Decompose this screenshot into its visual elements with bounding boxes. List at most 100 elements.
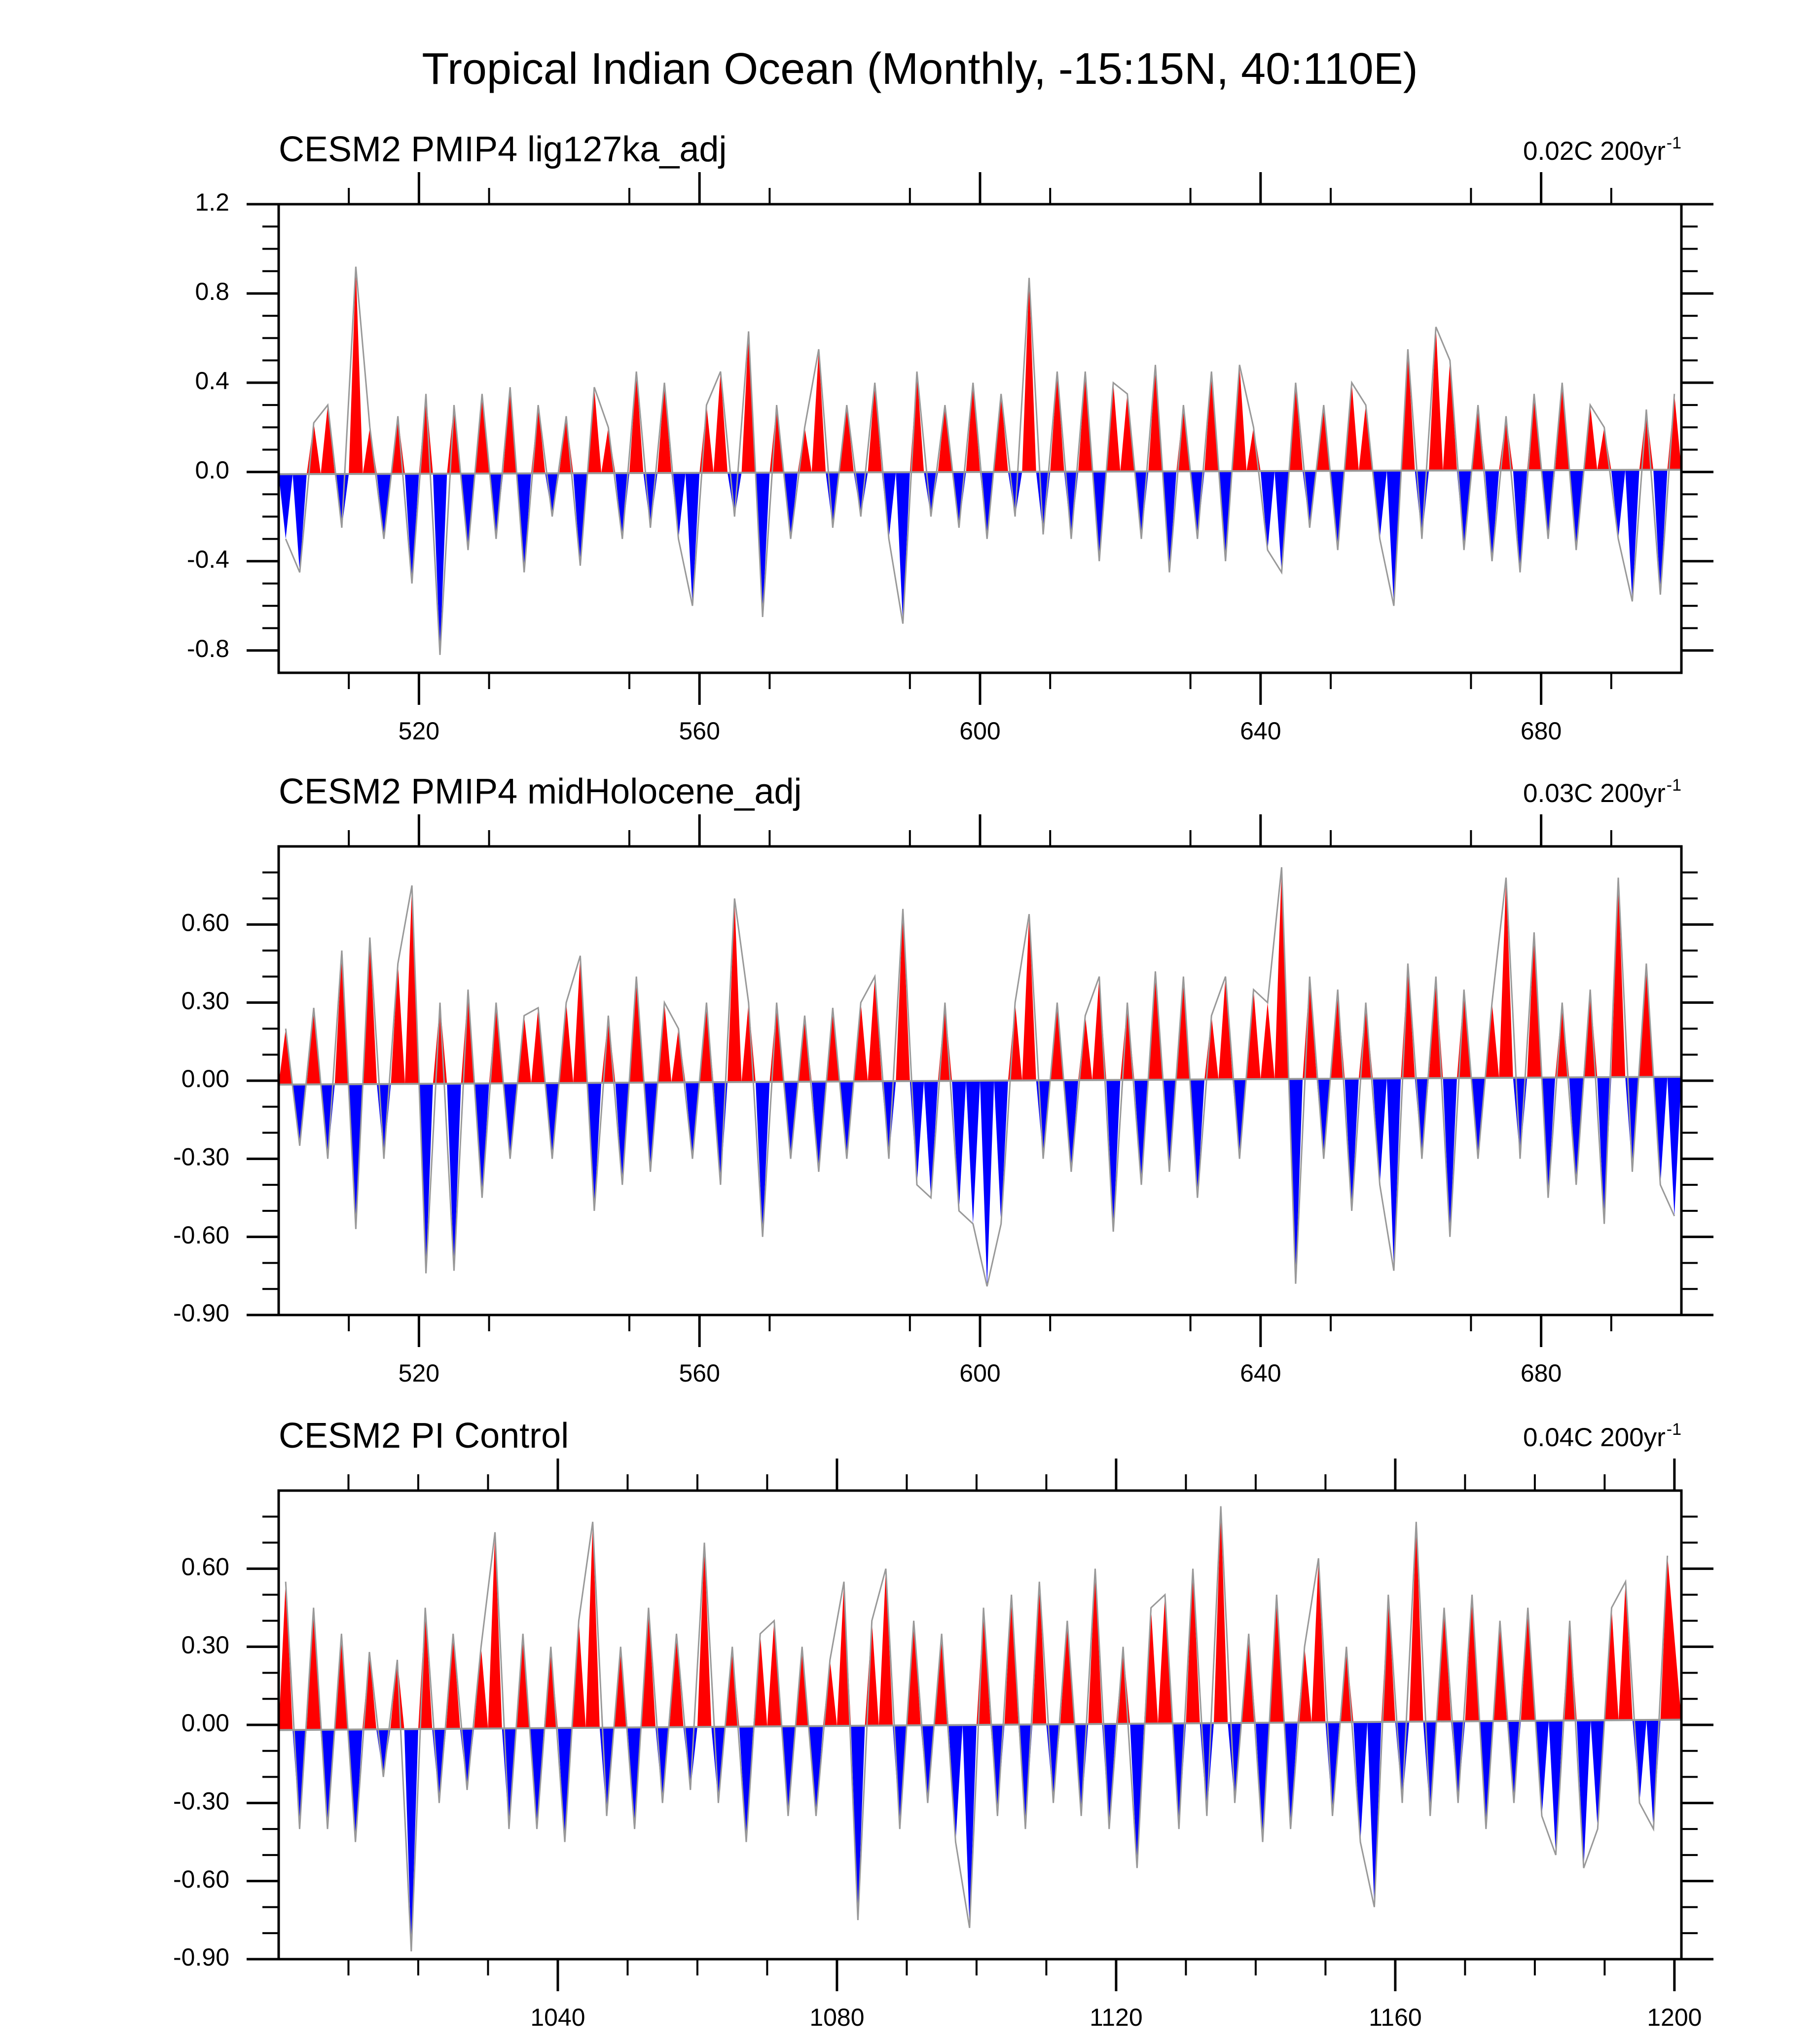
y-tick-label: -0.90: [173, 1299, 229, 1327]
anomaly-spike: [948, 1725, 963, 1842]
anomaly-spike: [1479, 1721, 1493, 1829]
anomaly-spike: [1653, 1077, 1668, 1185]
panel-subtitle: CESM2 PMIP4 midHolocene_adj: [279, 772, 802, 811]
x-tick-label: 560: [679, 1359, 720, 1387]
anomaly-spike: [1274, 471, 1289, 573]
anomaly-spike: [1316, 1079, 1331, 1159]
anomaly-spike: [1190, 471, 1205, 539]
anomaly-spike: [1311, 1558, 1326, 1723]
x-tick-label: 560: [679, 717, 720, 745]
anomaly-spike: [306, 1607, 321, 1730]
anomaly-spike: [1415, 1078, 1429, 1159]
x-tick-label: 1200: [1647, 2004, 1702, 2031]
anomaly-spike: [489, 1002, 504, 1084]
x-tick-label: 680: [1521, 717, 1562, 745]
anomaly-spike: [980, 1080, 994, 1286]
y-tick-label: 0.30: [182, 1631, 229, 1659]
anomaly-spike: [573, 955, 587, 1083]
y-tick-label: -0.30: [173, 1788, 229, 1815]
anomaly-spike: [1358, 405, 1373, 471]
anomaly-spike: [1386, 1078, 1401, 1271]
anomaly-spike: [1625, 470, 1639, 602]
trend-line: [278, 1076, 1682, 1086]
anomaly-spike: [924, 1081, 938, 1198]
y-tick-label: 0.00: [182, 1709, 229, 1737]
anomaly-spike: [1331, 471, 1345, 550]
anomaly-spike: [446, 1634, 460, 1729]
anomaly-spike: [1130, 1723, 1144, 1868]
anomaly-spike: [1471, 1078, 1485, 1159]
anomaly-spike: [1162, 1079, 1177, 1172]
anomaly-spike: [1437, 1607, 1452, 1722]
anomaly-spike: [685, 1082, 700, 1159]
anomaly-outline: [285, 867, 1675, 1287]
anomaly-spike: [377, 474, 391, 539]
anomaly-spike: [1381, 1595, 1395, 1722]
anomaly-spike: [404, 474, 419, 584]
anomaly-spike: [739, 1726, 754, 1842]
anomaly-spike: [1232, 1079, 1247, 1159]
anomaly-spike: [669, 1634, 684, 1727]
anomaly-spike: [725, 1646, 739, 1727]
anomaly-spike: [1144, 1607, 1158, 1724]
anomaly-spike: [306, 1008, 321, 1085]
anomaly-spike: [783, 473, 798, 539]
annotation: 0.04C 200yr: [1523, 1423, 1666, 1452]
anomaly-spike: [1186, 1569, 1200, 1723]
annotation-exponent: -1: [1667, 1420, 1681, 1439]
anomaly-spike: [1485, 1002, 1499, 1078]
anomaly-spike: [994, 394, 1008, 472]
y-tick-label: 0.60: [182, 1553, 229, 1581]
anomaly-spike: [1591, 1720, 1605, 1829]
anomaly-outline: [285, 1506, 1669, 1952]
trend-line: [278, 1718, 1682, 1731]
anomaly-spike: [334, 950, 349, 1085]
anomaly-spike: [503, 1083, 517, 1159]
panel-subtitle: CESM2 PMIP4 lig127ka_adj: [279, 130, 727, 169]
anomaly-spike: [1513, 470, 1528, 573]
anomaly-spike: [321, 405, 335, 474]
anomaly-spike: [1373, 471, 1387, 539]
anomaly-spike: [1373, 1078, 1387, 1185]
anomaly-spike: [1004, 1595, 1019, 1725]
anomaly-spike: [334, 1634, 349, 1730]
y-tick-label: 0.8: [195, 278, 229, 305]
anomaly-spike: [1569, 470, 1583, 550]
y-tick-label: 1.2: [195, 188, 229, 216]
anomaly-spike: [1148, 365, 1163, 472]
anomaly-spike: [629, 976, 644, 1083]
anomaly-spike: [1401, 349, 1415, 471]
anomaly-spike: [545, 1083, 559, 1159]
anomaly-spike: [1345, 1078, 1359, 1211]
anomaly-spike: [1260, 471, 1275, 550]
annotation-exponent: -1: [1667, 776, 1681, 795]
anomaly-spike: [1297, 1646, 1312, 1723]
anomaly-spike: [587, 1083, 602, 1211]
anomaly-spike: [952, 1081, 966, 1211]
anomaly-spike: [854, 1002, 868, 1082]
anomaly-spike: [755, 473, 770, 617]
anomaly-spike: [1092, 976, 1106, 1080]
anomaly-spike: [980, 472, 994, 539]
anomaly-spike: [1204, 371, 1219, 472]
anomaly-spike: [474, 1646, 488, 1729]
anomaly-spike: [781, 1726, 796, 1816]
anomaly-spike: [559, 1002, 574, 1083]
anomaly-spike: [1456, 470, 1471, 550]
anomaly-spike: [728, 898, 742, 1082]
anomaly-spike: [1541, 470, 1556, 539]
x-tick-label: 600: [959, 717, 1000, 745]
anomaly-spike: [767, 1620, 781, 1727]
anomaly-spike: [1260, 1002, 1275, 1079]
x-tick-label: 520: [399, 717, 439, 745]
anomaly-spike: [433, 474, 447, 655]
anomaly-spike: [657, 382, 672, 473]
anomaly-spike: [1162, 471, 1177, 573]
anomaly-spike: [573, 473, 587, 566]
anomaly-spike: [1134, 1080, 1149, 1185]
y-tick-label: -0.4: [187, 546, 229, 573]
anomaly-spike: [1534, 1720, 1549, 1816]
anomaly-spike: [1345, 382, 1359, 471]
anomaly-spike: [1639, 963, 1654, 1077]
anomaly-spike: [627, 1727, 642, 1829]
